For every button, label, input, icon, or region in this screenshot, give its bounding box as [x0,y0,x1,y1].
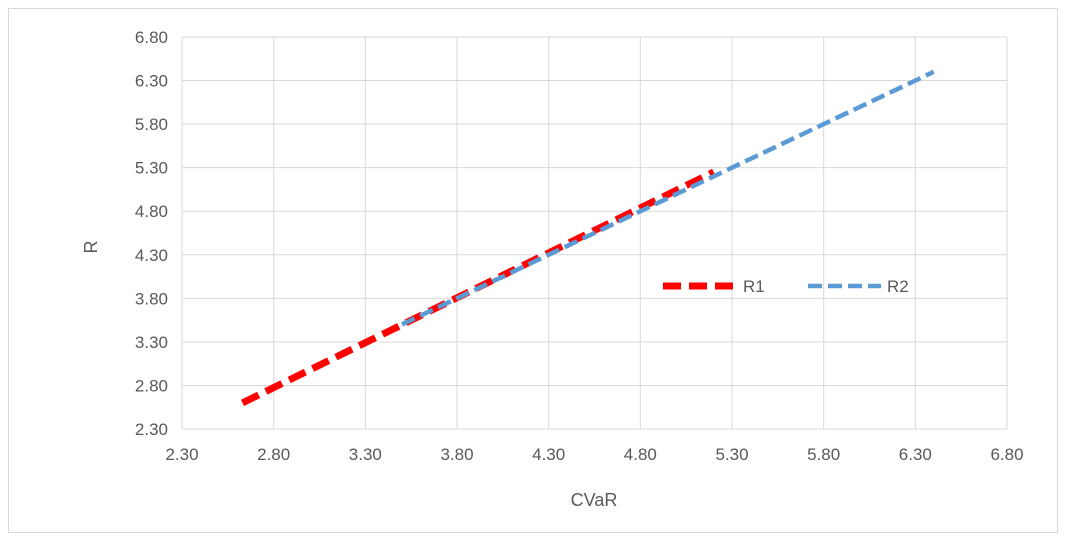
x-tick-label: 5.80 [807,445,840,464]
series-lines [240,69,935,407]
y-tick-label: 6.80 [135,28,168,47]
grid-lines [181,36,1008,430]
x-tick-label: 3.30 [349,445,382,464]
x-tick-label: 5.30 [715,445,748,464]
x-tick-label: 2.30 [165,445,198,464]
legend-label-r2: R2 [887,277,909,296]
y-axis-title: R [81,241,101,254]
x-tick-label: 2.80 [257,445,290,464]
y-tick-label: 4.30 [135,246,168,265]
legend-label-r1: R1 [743,277,765,296]
y-tick-label: 2.80 [135,376,168,395]
y-tick-label: 3.80 [135,289,168,308]
y-tick-label: 4.80 [135,202,168,221]
series-line-r2 [401,69,935,327]
x-tick-labels: 2.30 2.80 3.30 3.80 4.30 4.80 5.30 5.80 6.30 6.80 [165,445,1023,464]
x-tick-label: 3.80 [440,445,473,464]
y-tick-label: 3.30 [135,333,168,352]
y-tick-label: 5.80 [135,115,168,134]
y-tick-label: 5.30 [135,159,168,178]
x-tick-label: 4.30 [532,445,565,464]
y-tick-label: 2.30 [135,420,168,439]
legend: R1 R2 [663,277,909,296]
x-tick-label: 6.30 [899,445,932,464]
y-tick-labels: 2.30 2.80 3.30 3.80 4.30 4.80 5.30 5.80 6.30 6.80 [135,28,168,439]
x-tick-label: 6.80 [990,445,1023,464]
x-tick-label: 4.80 [624,445,657,464]
y-tick-label: 6.30 [135,72,168,91]
x-axis-title: CVaR [571,490,618,510]
